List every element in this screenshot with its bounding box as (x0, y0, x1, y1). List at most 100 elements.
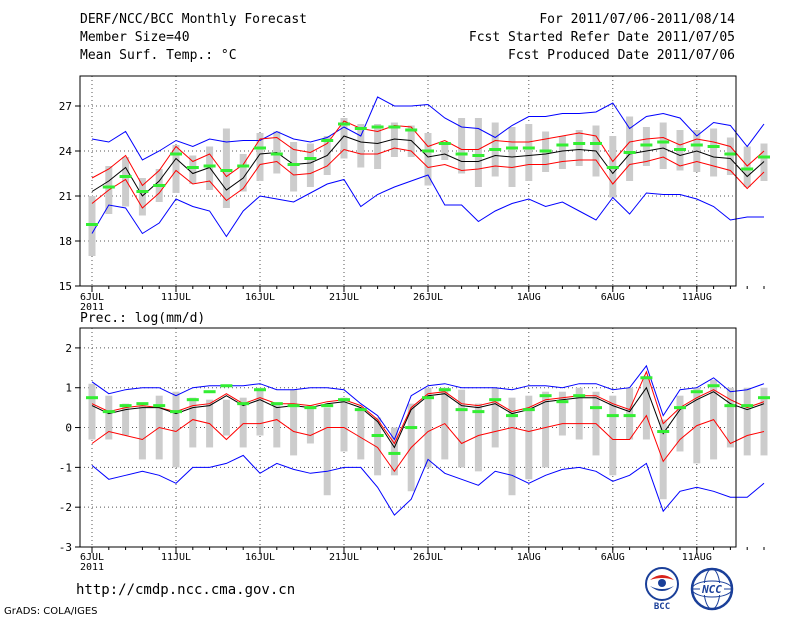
max-line (91, 96, 765, 161)
agency-logos: BCC NCC (645, 567, 734, 612)
ensemble-box (491, 387, 499, 448)
ensemble-mean-line (91, 135, 765, 197)
ensemble-box (357, 124, 365, 168)
max-line (91, 364, 765, 441)
ensemble-box (374, 417, 382, 476)
median-marker (153, 404, 166, 408)
median-marker (438, 142, 451, 145)
ensemble-box (306, 143, 314, 187)
median-marker (623, 414, 636, 418)
median-marker (270, 402, 283, 406)
median-marker (170, 152, 182, 156)
ensemble-box (340, 397, 348, 452)
median-marker (657, 140, 670, 144)
ensemble-mean-line (91, 386, 765, 449)
median-marker (270, 152, 283, 156)
x-tick-label: 6AUG (601, 292, 625, 303)
median-marker (254, 146, 266, 150)
bcc-logo-text: BCC (654, 602, 670, 612)
median-marker (539, 394, 552, 398)
ensemble-box (760, 143, 768, 181)
ensemble-box (659, 419, 667, 500)
ensemble-box (609, 395, 617, 476)
x-tick-label: 6JUL (80, 292, 104, 303)
ensemble-box (172, 391, 180, 468)
median-marker (690, 390, 703, 394)
x-tick-label: 21JUL (329, 552, 359, 563)
median-marker (136, 402, 149, 406)
median-marker (254, 388, 266, 392)
ensemble-box (458, 389, 466, 468)
member-size: Member Size=40 (80, 30, 190, 45)
median-marker (354, 127, 367, 130)
median-marker (237, 164, 250, 168)
median-marker (405, 128, 418, 132)
ensemble-box (390, 427, 398, 476)
ensemble-box (88, 383, 96, 440)
ensemble-box (122, 157, 130, 207)
y-tick-label: 24 (59, 145, 73, 158)
median-marker (203, 164, 216, 168)
median-marker (758, 155, 770, 159)
median-marker (287, 404, 300, 408)
ensemble-box (575, 387, 583, 440)
median-marker (758, 396, 770, 400)
ensemble-box (290, 389, 298, 456)
median-marker (690, 143, 703, 147)
ensemble-box (659, 122, 667, 169)
x-year-label: 2011 (80, 302, 104, 313)
median-marker (506, 146, 518, 150)
x-tick-label: 11JUL (161, 552, 191, 563)
y-tick-label: -2 (59, 501, 72, 514)
ensemble-box (189, 155, 197, 184)
median-marker (119, 404, 132, 408)
median-marker (422, 396, 434, 400)
median-marker (321, 404, 334, 408)
mean-plus-sd-line (91, 120, 765, 187)
ncc-logo-text: NCC (701, 583, 722, 596)
median-marker (741, 404, 754, 408)
ensemble-box (626, 116, 634, 181)
median-marker (86, 396, 98, 400)
x-tick-label: 11AUG (682, 292, 712, 303)
ensemble-box (256, 133, 264, 181)
ensemble-box (676, 395, 684, 452)
ensemble-box (726, 137, 734, 175)
ensemble-box (424, 387, 432, 468)
ensemble-box (760, 387, 768, 456)
ensemble-box (626, 387, 634, 440)
median-marker (522, 146, 535, 150)
median-marker (371, 434, 384, 438)
median-marker (102, 185, 115, 189)
min-line (91, 454, 765, 516)
median-marker (522, 408, 535, 412)
source-url[interactable]: http://cmdp.ncc.cma.gov.cn (76, 582, 296, 598)
x-tick-label: 21JUL (329, 292, 359, 303)
ensemble-box (424, 133, 432, 186)
median-marker (573, 394, 586, 398)
median-marker (321, 139, 334, 142)
plot-frame (79, 75, 737, 287)
median-marker (455, 152, 468, 156)
grads-credit: GrADS: COLA/IGES (4, 606, 98, 617)
ensemble-box (390, 122, 398, 157)
median-marker (573, 142, 586, 145)
median-marker (119, 175, 132, 178)
ensemble-box (122, 403, 130, 436)
median-marker (539, 149, 552, 153)
median-marker (657, 430, 670, 434)
ensemble-box (743, 387, 751, 456)
median-marker (405, 426, 418, 430)
ensemble-box (508, 397, 516, 496)
median-marker (371, 125, 384, 129)
y-tick-label: -3 (59, 541, 72, 554)
ensemble-box (474, 403, 482, 472)
x-tick-label: 26JUL (413, 552, 443, 563)
plot-frame (79, 327, 737, 548)
median-marker (506, 414, 518, 418)
median-marker (354, 408, 367, 412)
ensemble-box (374, 124, 382, 169)
temperature-panel: 15 18 21 24 27 6JUL 11JUL 16JUL 21JUL 26JUL 1AUG 6A… (59, 75, 770, 313)
